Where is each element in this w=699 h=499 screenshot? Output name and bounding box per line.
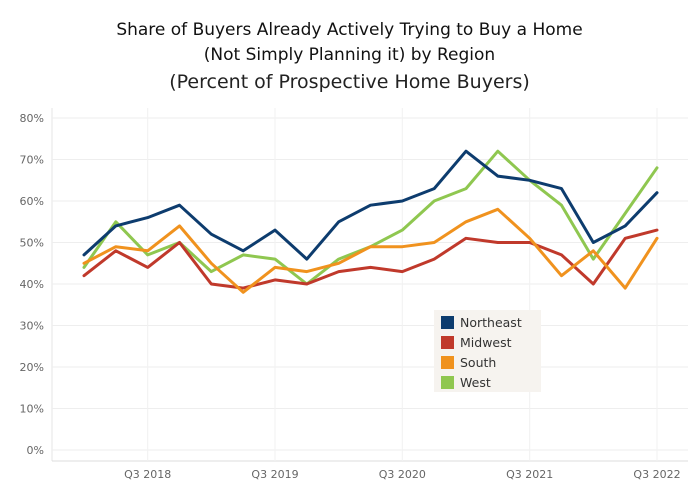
y-tick-label: 50%	[20, 237, 44, 250]
legend-swatch-northeast	[441, 316, 454, 329]
chart-title-line-1: Share of Buyers Already Actively Trying …	[116, 20, 583, 40]
chart-subtitle: (Percent of Prospective Home Buyers)	[169, 71, 530, 93]
x-axis-ticks: Q3 2018 Q3 2019 Q3 2020 Q3 2021 Q3 2022	[124, 468, 680, 481]
legend-label-midwest: Midwest	[460, 335, 512, 350]
y-tick-label: 70%	[20, 154, 44, 167]
series-line-midwest	[82, 228, 659, 290]
legend-swatch-midwest	[441, 336, 454, 349]
legend-label-west: West	[460, 375, 491, 390]
x-tick-label: Q3 2022	[633, 468, 680, 481]
legend-swatch-south	[441, 356, 454, 369]
x-tick-label: Q3 2019	[251, 468, 298, 481]
series-lines	[82, 149, 659, 294]
y-axis-ticks: 0% 10% 20% 30% 40% 50% 60% 70% 80%	[20, 112, 44, 457]
chart-title-line-2: (Not Simply Planning it) by Region	[203, 45, 496, 65]
y-tick-label: 10%	[20, 403, 44, 416]
legend-swatch-west	[441, 376, 454, 389]
legend: Northeast Midwest South West	[434, 310, 541, 392]
x-tick-label: Q3 2020	[379, 468, 426, 481]
y-tick-label: 30%	[20, 320, 44, 333]
legend-label-northeast: Northeast	[460, 315, 522, 330]
series-line-northeast	[82, 149, 659, 261]
x-tick-label: Q3 2021	[506, 468, 553, 481]
y-tick-label: 0%	[27, 444, 44, 457]
y-tick-label: 40%	[20, 278, 44, 291]
y-tick-label: 60%	[20, 195, 44, 208]
x-tick-label: Q3 2018	[124, 468, 171, 481]
legend-label-south: South	[460, 355, 496, 370]
y-tick-label: 20%	[20, 361, 44, 374]
series-line-south	[82, 207, 659, 294]
y-tick-label: 80%	[20, 112, 44, 125]
